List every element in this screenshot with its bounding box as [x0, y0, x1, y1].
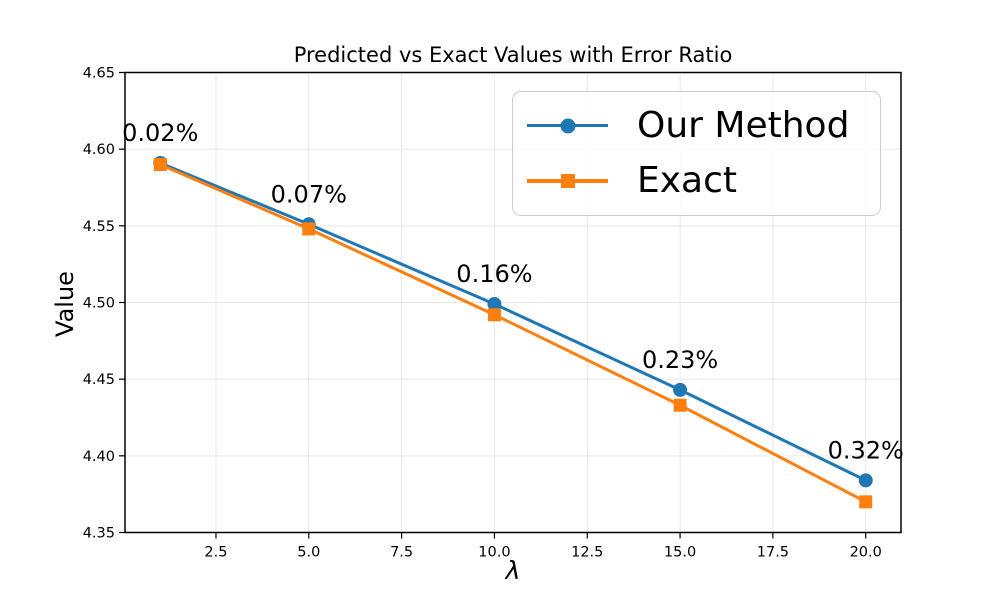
legend-item: Exact — [513, 154, 880, 210]
x-tick-label: 15.0 — [664, 545, 696, 561]
x-tick-label: 12.5 — [571, 545, 603, 561]
x-axis-label: λ — [505, 556, 521, 585]
legend-label: Exact — [637, 160, 738, 202]
y-tick-label: 4.35 — [83, 526, 115, 542]
data-point-square — [302, 222, 316, 236]
data-point-square — [153, 158, 167, 171]
y-tick-label: 4.60 — [83, 142, 115, 158]
y-axis-label: Value — [51, 271, 79, 337]
legend-marker-circle-icon — [560, 118, 575, 134]
data-point-square — [673, 398, 687, 412]
error-ratio-annotation: 0.23% — [642, 346, 718, 374]
data-point-circle — [487, 297, 502, 312]
y-tick-label: 4.50 — [83, 296, 115, 312]
data-point-circle — [858, 473, 873, 488]
legend-marker-square-icon — [560, 174, 575, 189]
y-tick-label: 4.45 — [83, 372, 115, 388]
y-tick-label: 4.65 — [83, 66, 115, 82]
legend-item: Our Method — [513, 98, 880, 154]
error-ratio-annotation: 0.02% — [122, 119, 198, 147]
x-tick-label: 20.0 — [850, 545, 882, 561]
x-tick-label: 17.5 — [757, 545, 789, 561]
error-ratio-annotation: 0.32% — [828, 436, 904, 464]
data-point-circle — [673, 382, 688, 397]
legend-line-sample — [527, 116, 608, 136]
x-tick-label: 2.5 — [204, 545, 227, 561]
error-ratio-annotation: 0.16% — [456, 260, 532, 288]
y-tick-label: 4.55 — [83, 219, 115, 235]
data-point-square — [859, 495, 873, 509]
chart-title: Predicted vs Exact Values with Error Rat… — [293, 43, 733, 67]
legend: Our Method Exact — [512, 91, 881, 216]
y-tick-label: 4.40 — [83, 449, 115, 465]
x-tick-label: 5.0 — [297, 545, 320, 561]
legend-line-sample — [527, 171, 608, 191]
legend-label: Our Method — [637, 104, 850, 146]
data-point-square — [487, 308, 501, 322]
error-ratio-annotation: 0.07% — [271, 180, 347, 208]
x-tick-label: 10.0 — [478, 545, 510, 561]
x-tick-label: 7.5 — [390, 545, 413, 561]
